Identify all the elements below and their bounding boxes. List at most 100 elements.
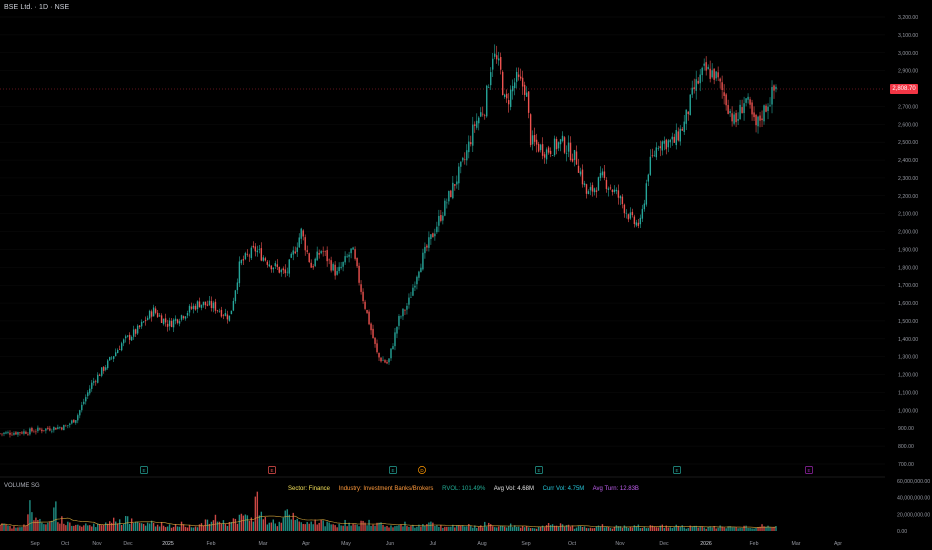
volume-bar bbox=[107, 523, 109, 531]
volume-bar bbox=[739, 527, 741, 531]
volume-indicator-label[interactable]: VOLUME SG bbox=[4, 483, 40, 489]
candle-body bbox=[312, 266, 314, 268]
price-tick-label: 3,000.00 bbox=[898, 51, 918, 57]
candle-body bbox=[609, 187, 612, 189]
volume-bar bbox=[623, 525, 626, 531]
volume-bar bbox=[406, 526, 408, 531]
candle-body bbox=[17, 432, 19, 435]
volume-bar bbox=[549, 525, 552, 531]
volume-bar bbox=[775, 526, 777, 531]
volume-axis[interactable]: 60,000,000.00 40,000,000.00 20,000,000.00 0… bbox=[897, 479, 930, 535]
candle-body bbox=[725, 94, 727, 106]
volume-bar bbox=[394, 526, 396, 531]
candle-body bbox=[116, 350, 119, 354]
volume-bar bbox=[348, 522, 350, 531]
volume-bar bbox=[609, 527, 612, 531]
candle-body bbox=[356, 257, 358, 267]
candle-body bbox=[519, 76, 522, 79]
candle-body bbox=[103, 366, 105, 371]
volume-bar bbox=[478, 526, 480, 531]
volume-bar bbox=[597, 525, 600, 531]
candle-body bbox=[170, 320, 173, 327]
volume-bar bbox=[75, 524, 77, 531]
candle-body bbox=[238, 261, 241, 284]
candle-body bbox=[701, 67, 703, 76]
volume-bar bbox=[284, 510, 286, 531]
candle-body bbox=[749, 99, 751, 105]
candle-body bbox=[61, 427, 63, 430]
volume-bar bbox=[430, 521, 432, 531]
candle-body bbox=[324, 251, 326, 252]
volume-bar bbox=[699, 526, 701, 531]
volume-bar bbox=[111, 522, 113, 531]
volume-bar bbox=[97, 523, 99, 531]
volume-bar bbox=[480, 525, 482, 531]
event-marker-dividend: D bbox=[418, 466, 426, 474]
candle-body bbox=[755, 114, 757, 126]
candle-body bbox=[156, 312, 159, 317]
candle-body bbox=[342, 261, 344, 267]
volume-bar bbox=[65, 525, 67, 531]
volume-bar bbox=[498, 526, 500, 531]
volume-bar bbox=[7, 525, 9, 531]
volume-bar bbox=[625, 526, 628, 531]
candle-body bbox=[204, 301, 207, 306]
volume-bar bbox=[5, 524, 7, 531]
candle-body bbox=[677, 131, 679, 141]
volume-bar bbox=[721, 526, 723, 531]
price-tick-label: 2,900.00 bbox=[898, 69, 918, 75]
candle-body bbox=[1, 433, 3, 435]
candle-body bbox=[448, 191, 450, 202]
candle-body bbox=[41, 429, 43, 432]
candle-body bbox=[29, 428, 31, 435]
candle-body bbox=[250, 247, 253, 259]
candle-body bbox=[194, 305, 197, 310]
candle-body bbox=[591, 185, 594, 192]
candle-body bbox=[753, 112, 755, 118]
volume-bar bbox=[747, 528, 749, 531]
volume-bar bbox=[158, 526, 161, 531]
volume-bar bbox=[342, 525, 344, 531]
candle-body bbox=[118, 349, 121, 351]
candle-body bbox=[334, 264, 336, 276]
volume-bar bbox=[268, 522, 271, 531]
candle-body bbox=[579, 171, 582, 175]
candle-body bbox=[436, 226, 438, 233]
candle-body bbox=[322, 251, 324, 253]
volume-bar bbox=[386, 525, 388, 531]
candle-body bbox=[721, 82, 723, 91]
candle-body bbox=[222, 315, 225, 316]
volume-bar bbox=[152, 522, 155, 531]
price-axis[interactable]: 3,200.00 3,100.00 3,000.00 2,900.00 2,700.00… bbox=[898, 15, 918, 468]
volume-bar bbox=[324, 526, 326, 531]
volume-bar bbox=[318, 522, 320, 531]
candle-body bbox=[210, 301, 213, 308]
candle-body bbox=[83, 401, 85, 404]
volume-bar bbox=[663, 527, 665, 531]
volume-bar bbox=[288, 514, 290, 531]
volume-bar bbox=[328, 522, 330, 531]
candle-body bbox=[69, 423, 71, 425]
candle-body bbox=[140, 321, 143, 327]
price-tick-label: 3,200.00 bbox=[898, 15, 918, 21]
volume-bar bbox=[519, 527, 522, 531]
volume-bar bbox=[172, 526, 175, 531]
time-axis[interactable]: Sep Oct Nov Dec 2025 Feb Mar Apr May Jun Jul Aug Sep… bbox=[30, 541, 842, 547]
volume-bar bbox=[753, 528, 755, 531]
volume-bar bbox=[190, 527, 193, 531]
volume-bar bbox=[330, 524, 332, 531]
candle-body bbox=[304, 237, 306, 251]
volume-bar bbox=[45, 524, 47, 531]
sector-label: Sector: Finance bbox=[288, 486, 331, 492]
symbol-title[interactable]: BSE Ltd. · 1D · NSE bbox=[4, 4, 70, 11]
candle-body bbox=[727, 105, 729, 114]
volume-bar bbox=[218, 521, 221, 531]
candle-body bbox=[697, 80, 699, 84]
volume-bar bbox=[561, 524, 564, 531]
candle-body bbox=[384, 360, 386, 363]
volume-bar bbox=[334, 525, 336, 531]
volume-bar bbox=[354, 524, 356, 531]
candle-body bbox=[675, 129, 677, 146]
